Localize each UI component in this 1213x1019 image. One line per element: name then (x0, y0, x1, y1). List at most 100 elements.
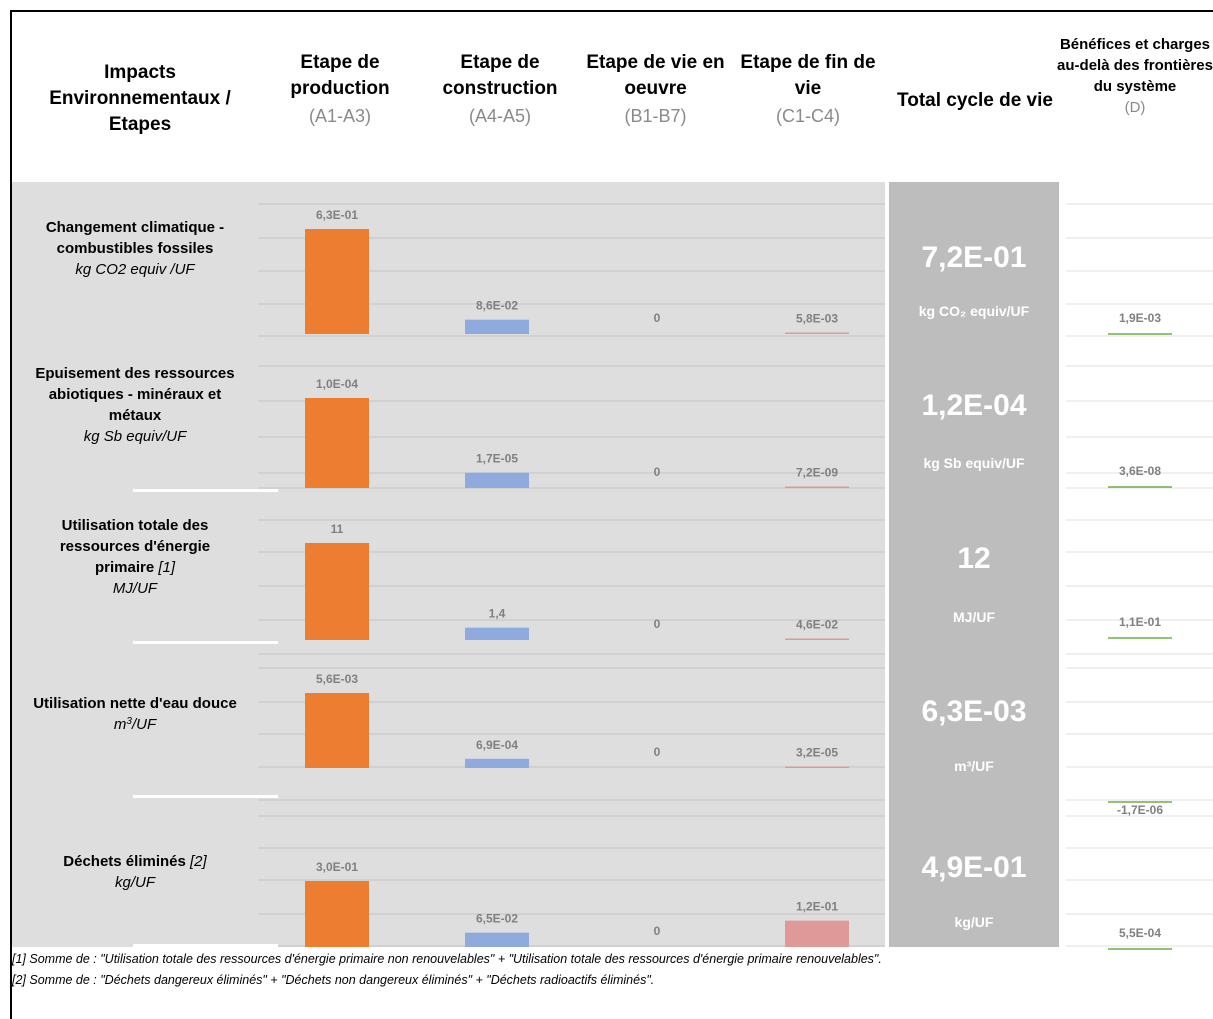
indicator-label-2: Utilisation totale des ressources d'énerg… (60, 517, 210, 597)
bar-C1-C4 (785, 920, 849, 947)
bar-C1-C4 (785, 766, 849, 768)
bar-value-label: 1,4 (489, 607, 506, 621)
header-stage-code: (B1-B7) (624, 106, 687, 126)
indicator-label-3: Utilisation nette d'eau douce m3/UF (33, 695, 237, 733)
bar-A1-A3 (305, 398, 369, 488)
total-unit: kg Sb equiv/UF (923, 455, 1025, 471)
row-separator (133, 795, 278, 798)
header-benefits-title: Bénéfices et charges au-delà des frontiè… (1057, 36, 1213, 95)
indicator-name-line: Changement climatique - (46, 219, 224, 236)
header-benefits-code: (D) (1124, 99, 1146, 116)
row-separator (133, 641, 278, 644)
bar-value-label: 8,6E-02 (476, 299, 518, 313)
indicator-name-line: Utilisation nette d'eau douce (33, 695, 237, 712)
total-value: 6,3E-03 (921, 695, 1026, 728)
total-value: 12 (957, 542, 990, 575)
total-panel-bg (889, 182, 1059, 947)
total-unit: m³/UF (954, 758, 994, 774)
indicator-unit: MJ/UF (113, 580, 158, 597)
indicator-name-line: ressources d'énergie (60, 538, 210, 555)
indicator-unit: kg/UF (115, 874, 156, 891)
header-impacts-label: Impacts Environnementaux / Etapes (49, 62, 231, 135)
header-stage-production: Etape de production (A1-A3) (270, 50, 410, 130)
bar-value-label: 0 (654, 465, 661, 479)
bar-value-label: 3,0E-01 (316, 860, 358, 874)
row-separator (133, 489, 278, 492)
indicator-unit: kg CO2 equiv /UF (75, 261, 195, 278)
bar-value-label: 6,3E-01 (316, 208, 358, 222)
indicator-label-4: Déchets éliminés [2] kg/UF (63, 853, 207, 891)
bar-value-label: 1,7E-05 (476, 452, 518, 466)
bar-value-label: 7,2E-09 (796, 466, 838, 480)
indicator-label-1: Epuisement des ressources abiotiques - mi… (35, 365, 234, 445)
benefits-value-label: 1,1E-01 (1119, 615, 1161, 629)
header-stage-title: Etape de vie en oeuvre (586, 52, 725, 99)
main-panel-bg (12, 182, 885, 947)
benefits-value-label: 1,9E-03 (1119, 311, 1161, 325)
bar-A4-A5 (465, 758, 529, 768)
header-benefits: Bénéfices et charges au-delà des frontiè… (1055, 34, 1213, 119)
header-total: Total cycle de vie (885, 88, 1065, 114)
header-stage-code: (A4-A5) (468, 106, 531, 126)
bar-value-label: 3,2E-05 (796, 746, 838, 760)
header-total-label: Total cycle de vie (897, 90, 1053, 111)
bar-A4-A5 (465, 319, 529, 334)
indicator-unit-exponent: 3 (126, 716, 132, 727)
header-stage-title: Etape de production (290, 52, 390, 99)
bar-value-label: 0 (654, 617, 661, 631)
indicator-name-line: Déchets éliminés [2] (63, 853, 207, 870)
bar-value-label: 5,8E-03 (796, 312, 838, 326)
header-stage-construction: Etape de construction (A4-A5) (430, 50, 570, 130)
bar-value-label: 0 (654, 745, 661, 759)
footnote-2: [2] Somme de : "Déchets dangereux élimin… (12, 973, 655, 987)
bar-value-label: 1,0E-04 (316, 377, 358, 391)
header-stage-end-of-life: Etape de fin de vie (C1-C4) (733, 50, 883, 130)
indicator-note: [1] (154, 559, 176, 576)
bar-value-label: 0 (654, 311, 661, 325)
bar-A4-A5 (465, 932, 529, 947)
bar-value-label: 4,6E-02 (796, 618, 838, 632)
indicator-note: [2] (186, 853, 208, 870)
indicator-name-line: Epuisement des ressources (35, 365, 234, 382)
bar-A1-A3 (305, 881, 369, 947)
bar-value-label: 6,9E-04 (476, 738, 518, 752)
benefits-value-label: 3,6E-08 (1119, 464, 1161, 478)
bar-C1-C4 (785, 638, 849, 640)
indicator-unit-rest: /UF (131, 716, 157, 733)
header-stage-code: (A1-A3) (308, 106, 371, 126)
total-value: 1,2E-04 (921, 389, 1026, 422)
bar-value-label: 5,6E-03 (316, 672, 358, 686)
header-stage-code: (C1-C4) (775, 106, 840, 126)
indicator-name-line: Utilisation totale des (62, 517, 209, 534)
indicator-label-0: Changement climatique - combustibles foss… (46, 219, 224, 278)
footnote-1: [1] Somme de : "Utilisation totale des r… (12, 952, 882, 966)
bar-value-label: 6,5E-02 (476, 912, 518, 926)
bar-value-label: 0 (654, 924, 661, 938)
indicator-name-line: abiotiques - minéraux et (49, 386, 222, 403)
total-unit: kg CO₂ equiv/UF (919, 303, 1030, 319)
bar-A4-A5 (465, 627, 529, 640)
total-unit: MJ/UF (953, 609, 995, 625)
bar-A1-A3 (305, 693, 369, 768)
indicator-name-line: primaire [1] (95, 559, 176, 576)
indicator-name-line: combustibles fossiles (57, 240, 214, 257)
chart-frame (10, 10, 1213, 1019)
header-stage-title: Etape de construction (442, 52, 558, 99)
header-stage-use: Etape de vie en oeuvre (B1-B7) (578, 50, 733, 130)
bar-C1-C4 (785, 332, 849, 334)
bar-C1-C4 (785, 486, 849, 488)
indicator-unit: kg Sb equiv/UF (84, 428, 187, 445)
total-unit: kg/UF (955, 914, 994, 930)
header-impacts: Impacts Environnementaux / Etapes (40, 60, 240, 138)
header-stage-title: Etape de fin de vie (740, 52, 876, 99)
benefits-value-label: -1,7E-06 (1117, 803, 1163, 817)
indicator-unit: m3/UF (114, 716, 157, 734)
total-value: 4,9E-01 (921, 851, 1026, 884)
benefits-value-label: 5,5E-04 (1119, 926, 1161, 940)
total-value: 7,2E-01 (921, 241, 1026, 274)
bar-value-label: 11 (331, 522, 344, 536)
indicator-name-line: métaux (109, 407, 162, 424)
bar-A1-A3 (305, 543, 369, 640)
row-separator (133, 944, 278, 947)
